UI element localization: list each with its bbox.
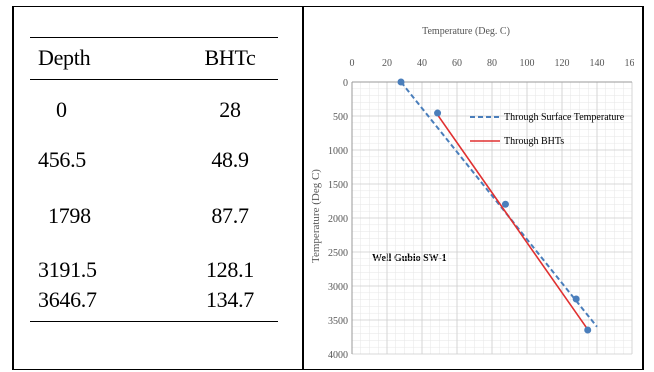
x-tick-label: 80 [487,58,497,69]
y-tick-label: 3000 [328,282,348,293]
y-axis-title: Temperature (Deg C) [310,169,322,263]
table-cell-bhtc: 87.7 [211,203,249,228]
y-tick-label: 500 [333,112,348,123]
table-cell-depth: 3646.7 [38,287,97,312]
data-point [434,109,442,117]
y-tick-label: 1500 [328,180,348,191]
data-point [397,78,405,86]
x-tick-label: 140 [590,58,605,69]
table-cell-depth: 0 [56,97,67,122]
table-cell-depth: 456.5 [38,147,87,172]
y-tick-label: 2500 [328,248,348,259]
chart-legend: Through Surface Temperature Through BHTs [470,112,625,147]
y-tick-label: 3500 [328,316,348,327]
legend-label: Through BHTs [504,136,564,147]
table-cell-depth: 1798 [48,203,91,228]
series-line-1 [435,112,589,331]
x-tick-label: 0 [350,58,355,69]
plot-grid [351,81,633,355]
x-axis-title: Temperature (Deg. C) [422,26,510,37]
panel-divider [302,7,304,369]
table-top-rule [30,37,278,38]
table-cell-depth: 3191.5 [38,257,97,282]
x-tick-label: 40 [417,58,427,69]
table-header-rule [30,79,278,80]
legend-label: Through Surface Temperature [504,112,625,123]
data-points [397,78,592,334]
header-depth: Depth [38,45,91,70]
axis-ticks: 0 20 40 60 80 100 120 140 160 0 500 1000 1500 2000 250… [328,58,640,361]
table-cell-bhtc: 134.7 [205,287,254,312]
series-line-0 [400,81,598,328]
x-tick-label: 20 [382,58,392,69]
temperature-depth-chart: Temperature (Deg. C) Temperature (Deg C)… [310,26,640,361]
x-tick-label: 60 [452,58,462,69]
data-point [572,295,580,303]
y-tick-label: 2000 [328,214,348,225]
data-point [584,326,592,334]
y-tick-label: 0 [343,78,348,89]
well-annotation: Well Gubio SW-1 [372,253,447,264]
table-cell-bhtc: 28 [219,97,241,122]
x-tick-label: 160 [625,58,635,69]
header-bhtc: BHTc [204,45,256,70]
chart-panel: Temperature (Deg. C) Temperature (Deg C)… [294,10,640,366]
data-point [501,200,509,208]
figure-frame: Depth BHTc 0 28 456.5 48.9 1798 87.7 319… [12,6,644,370]
y-tick-label: 1000 [328,146,348,157]
y-tick-label: 4000 [328,350,348,361]
series-lines [400,81,598,331]
table-cell-bhtc: 128.1 [205,257,254,282]
table-bottom-rule [30,321,278,322]
x-tick-label: 120 [555,58,570,69]
table-cell-bhtc: 48.9 [211,147,249,172]
x-tick-label: 100 [520,58,535,69]
